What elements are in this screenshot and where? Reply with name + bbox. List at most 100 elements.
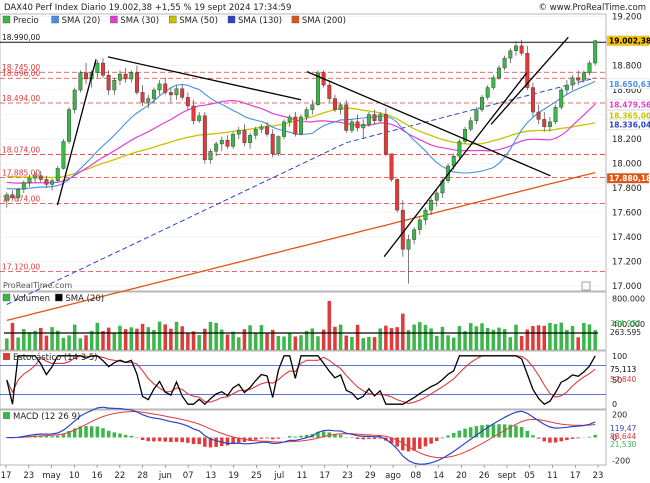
candle-body bbox=[417, 219, 422, 230]
volume-legend-label: SMA (20) bbox=[65, 294, 104, 304]
macd-histogram-bar bbox=[361, 437, 365, 440]
settings-icon[interactable] bbox=[581, 281, 591, 291]
candle-body bbox=[559, 89, 564, 108]
candle-body bbox=[146, 98, 151, 103]
candle-body bbox=[400, 209, 405, 250]
candle-body bbox=[423, 209, 428, 221]
macd-histogram-bar bbox=[89, 426, 94, 438]
candle-body bbox=[468, 120, 473, 130]
macd-lines bbox=[5, 406, 597, 465]
macd-histogram-bar bbox=[123, 434, 128, 438]
x-tick-label: 11 bbox=[547, 471, 558, 481]
volume-bar bbox=[378, 328, 382, 350]
legend-label: SMA (20) bbox=[62, 16, 101, 26]
price-y-tick: 17.200 bbox=[612, 258, 642, 268]
level-label: 18.745,00 bbox=[2, 63, 40, 72]
macd-histogram-bar bbox=[418, 437, 422, 449]
level-label: 17.674,00 bbox=[2, 194, 40, 203]
sma200-line bbox=[6, 171, 596, 322]
x-tick-label: 14 bbox=[433, 471, 444, 481]
price-y-tick: 17.600 bbox=[612, 209, 642, 219]
candle-body bbox=[163, 83, 168, 93]
x-tick-label: jun bbox=[158, 471, 172, 481]
candle-body bbox=[27, 178, 32, 183]
resistance-label: 18.990,00 bbox=[2, 33, 40, 42]
volume-bars bbox=[4, 300, 598, 350]
candle-body bbox=[270, 133, 275, 154]
macd-histogram-bar bbox=[316, 431, 320, 438]
candle-body bbox=[16, 189, 21, 199]
macd-histogram-bar bbox=[355, 437, 360, 439]
volume-bar bbox=[84, 335, 88, 350]
volume-bar bbox=[542, 325, 547, 350]
volume-bar bbox=[570, 326, 575, 350]
x-tick-label: 13 bbox=[206, 471, 217, 481]
candle-body bbox=[332, 98, 337, 110]
volume-bar bbox=[129, 327, 134, 350]
candle-body bbox=[106, 75, 111, 91]
candle-body bbox=[514, 45, 518, 51]
volume-bar bbox=[180, 326, 184, 350]
volume-bar bbox=[514, 324, 518, 350]
macd-histogram-bar bbox=[378, 437, 382, 439]
macd-histogram-bar bbox=[140, 437, 145, 440]
sma130-line bbox=[6, 77, 596, 305]
x-tick-label: 23 bbox=[342, 471, 353, 481]
macd-histogram-bar bbox=[270, 437, 275, 440]
volume-bar bbox=[135, 328, 139, 350]
volume-bar bbox=[123, 329, 128, 350]
macd-histogram-bar bbox=[95, 426, 100, 438]
volume-bar bbox=[118, 325, 122, 350]
macd-histogram-bar bbox=[446, 435, 450, 438]
candle-body bbox=[553, 106, 558, 123]
volume-bar bbox=[468, 323, 473, 350]
volume-bar bbox=[95, 322, 100, 350]
legend-label: SMA (30) bbox=[120, 16, 159, 26]
volume-legend-swatch bbox=[2, 293, 11, 302]
legend-label: SMA (130) bbox=[238, 16, 282, 26]
price-y-tick: 19.200 bbox=[612, 12, 642, 22]
macd-histogram-bar bbox=[44, 436, 49, 438]
candle-body bbox=[134, 72, 139, 93]
macd-title: MACD (12 26 9) bbox=[13, 412, 80, 422]
x-tick-label: ago bbox=[385, 471, 401, 481]
candle-body bbox=[587, 62, 592, 74]
candle-body bbox=[112, 79, 117, 91]
macd-histogram-bar bbox=[497, 424, 501, 438]
price-value-label-bg bbox=[606, 78, 650, 90]
macd-histogram-bar bbox=[401, 437, 405, 451]
legend-swatch bbox=[227, 15, 236, 24]
price-value-label-bg bbox=[606, 119, 650, 130]
macd-histogram-bar bbox=[440, 437, 445, 439]
macd-histogram-bar bbox=[435, 437, 439, 441]
macd-histogram-bar bbox=[350, 437, 354, 439]
candle-body bbox=[4, 194, 9, 201]
volume-bar bbox=[208, 321, 213, 350]
candle-body bbox=[491, 77, 496, 88]
macd-histogram-bar bbox=[553, 437, 558, 443]
volume-bar bbox=[338, 324, 343, 350]
macd-legend: MACD (12 26 9) bbox=[3, 412, 80, 422]
stochastic-k-line bbox=[6, 355, 596, 406]
candle-body bbox=[265, 126, 270, 135]
volume-bar bbox=[333, 326, 337, 350]
macd-histogram-bar bbox=[559, 437, 563, 442]
macd-histogram-bar bbox=[474, 426, 479, 438]
candle-body bbox=[570, 77, 575, 86]
volume-bar bbox=[231, 331, 235, 350]
candle-body bbox=[208, 151, 213, 161]
price-value-label-bg bbox=[606, 173, 650, 184]
volume-bar bbox=[344, 335, 349, 350]
brand-link[interactable]: © www.ProRealTime.com bbox=[539, 3, 646, 13]
price-y-tick: 18.600 bbox=[612, 86, 642, 96]
price-value-label-bg bbox=[606, 35, 650, 46]
volume-legend-label: Volumen bbox=[13, 294, 50, 304]
level-lines bbox=[0, 41, 606, 272]
level-label: 18.494,00 bbox=[2, 94, 40, 103]
candle-body bbox=[383, 114, 388, 154]
x-tick-label: 16 bbox=[92, 471, 103, 481]
candle-body bbox=[168, 92, 173, 96]
candle-body bbox=[248, 135, 253, 143]
volume-bar bbox=[270, 329, 275, 350]
macd-histogram-bar bbox=[180, 437, 184, 443]
